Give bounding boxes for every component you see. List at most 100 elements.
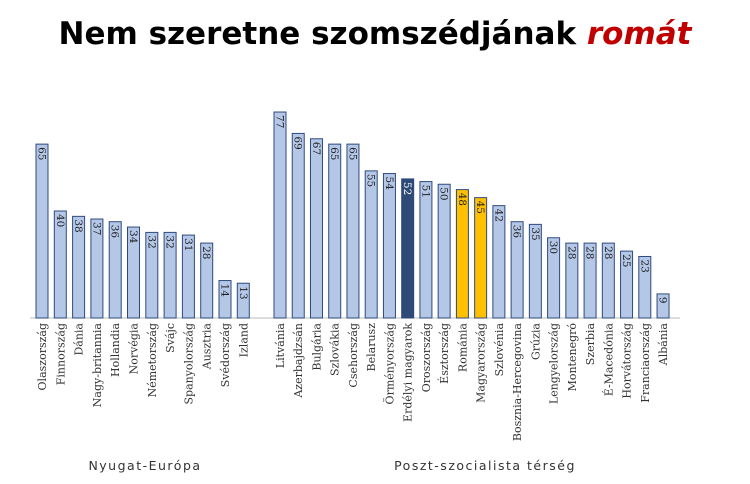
value-label: 23: [638, 259, 650, 272]
x-tick-label: Franciaország: [639, 323, 652, 403]
x-tick-label: Észtország: [437, 323, 451, 384]
value-label: 9: [657, 297, 669, 304]
value-label: 34: [127, 230, 139, 244]
bar: [163, 231, 177, 319]
bar: [474, 197, 488, 319]
x-tick-label: Bosznia-Hercegovina: [511, 323, 524, 442]
bar: [127, 226, 140, 319]
bar: [53, 210, 67, 319]
value-label: 65: [328, 147, 340, 160]
value-label: 52: [401, 182, 413, 195]
x-tick-label: Dánia: [73, 323, 86, 356]
value-label: 14: [219, 284, 231, 298]
value-label: 35: [529, 227, 541, 240]
value-label: 32: [164, 235, 176, 248]
bar: [145, 231, 159, 319]
value-label: 40: [54, 214, 66, 227]
value-label: 77: [274, 115, 286, 128]
x-tick-label: Norvégia: [128, 323, 141, 375]
bar: [528, 223, 542, 319]
x-tick-label: Magyarország: [475, 323, 488, 403]
bar: [455, 189, 469, 319]
value-label: 13: [237, 286, 249, 299]
bar: [382, 173, 396, 319]
x-tick-label: Nagy-britannia: [91, 323, 104, 408]
value-label: 36: [109, 225, 121, 239]
bar: [510, 221, 524, 319]
value-label: 65: [346, 147, 358, 160]
value-label: 48: [456, 193, 468, 206]
x-tick-label: Finnország: [54, 323, 67, 385]
bar: [492, 205, 506, 319]
value-label: 32: [145, 235, 157, 248]
bar: [35, 143, 49, 319]
x-tick-label: Grúzia: [529, 323, 542, 360]
bar: [346, 143, 360, 319]
bar: [90, 218, 104, 319]
value-label: 55: [365, 174, 377, 187]
bar: [72, 215, 86, 319]
value-label: 30: [547, 241, 559, 254]
x-tick-label: Belarusz: [365, 323, 378, 372]
x-tick-label: Hollandia: [109, 323, 122, 377]
bar: [419, 181, 433, 319]
x-tick-label: Svájc: [164, 323, 177, 353]
chart-title: Nem szeretne szomszédjának romát: [59, 16, 693, 52]
x-tick-label: Oroszország: [420, 323, 433, 392]
bar: [601, 242, 615, 319]
bar: [108, 221, 122, 319]
x-tick-label: Bulgária: [310, 323, 323, 371]
x-tick-label: Románia: [456, 323, 469, 372]
bar: [437, 183, 451, 319]
bar: [181, 234, 195, 319]
x-tick-label: Örményország: [382, 323, 396, 404]
bar: [401, 178, 415, 319]
bar: [218, 280, 232, 319]
x-tick-label: Litvánia: [274, 323, 287, 369]
group-label: Poszt-szocialista térség: [394, 458, 576, 473]
x-tick-label: Csehország: [347, 323, 360, 388]
value-label: 54: [383, 177, 395, 191]
x-tick-label: Spanyolország: [182, 323, 195, 405]
value-label: 45: [474, 201, 486, 214]
x-tick-label: Lengyelország: [548, 323, 561, 404]
x-tick-label: Szlovénia: [493, 323, 506, 377]
value-label: 42: [492, 209, 504, 222]
bar: [547, 237, 561, 319]
x-tick-label: Izland: [237, 323, 250, 357]
x-tick-label: Montenegró: [566, 323, 579, 392]
bar: [638, 255, 652, 319]
x-tick-label: Olaszország: [36, 323, 49, 390]
value-label: 65: [36, 147, 48, 160]
value-label: 28: [200, 246, 212, 259]
x-tick-label: Horvátország: [621, 323, 634, 399]
bar: [236, 282, 250, 319]
group-label: Nyugat-Európa: [88, 458, 201, 473]
value-label: 50: [438, 187, 450, 200]
value-label: 25: [620, 254, 632, 267]
title-highlight: romát: [587, 16, 693, 52]
value-label: 38: [72, 219, 84, 232]
bar: [620, 250, 634, 319]
value-label: 37: [90, 222, 102, 235]
bar: [200, 242, 214, 319]
title-text: Nem szeretne szomszédjának: [59, 16, 578, 52]
x-tick-label: Németország: [146, 323, 159, 397]
x-tick-label: Szerbia: [584, 323, 597, 366]
value-label: 69: [292, 136, 304, 149]
bar: [364, 170, 378, 319]
bar: [309, 138, 323, 319]
bar: [565, 242, 579, 319]
value-label: 31: [182, 238, 194, 251]
bar: [291, 132, 305, 319]
value-label: 28: [602, 246, 614, 259]
x-tick-label: Ausztria: [201, 323, 214, 371]
x-tick-label: Svédország: [219, 323, 232, 387]
bar: [273, 111, 287, 319]
bar: [656, 293, 670, 319]
value-label: 36: [511, 225, 523, 239]
x-tick-label: É-Macedónia: [601, 323, 615, 397]
x-tick-label: Azerbajdzsán: [292, 323, 305, 399]
x-tick-label: Albánia: [657, 323, 670, 367]
